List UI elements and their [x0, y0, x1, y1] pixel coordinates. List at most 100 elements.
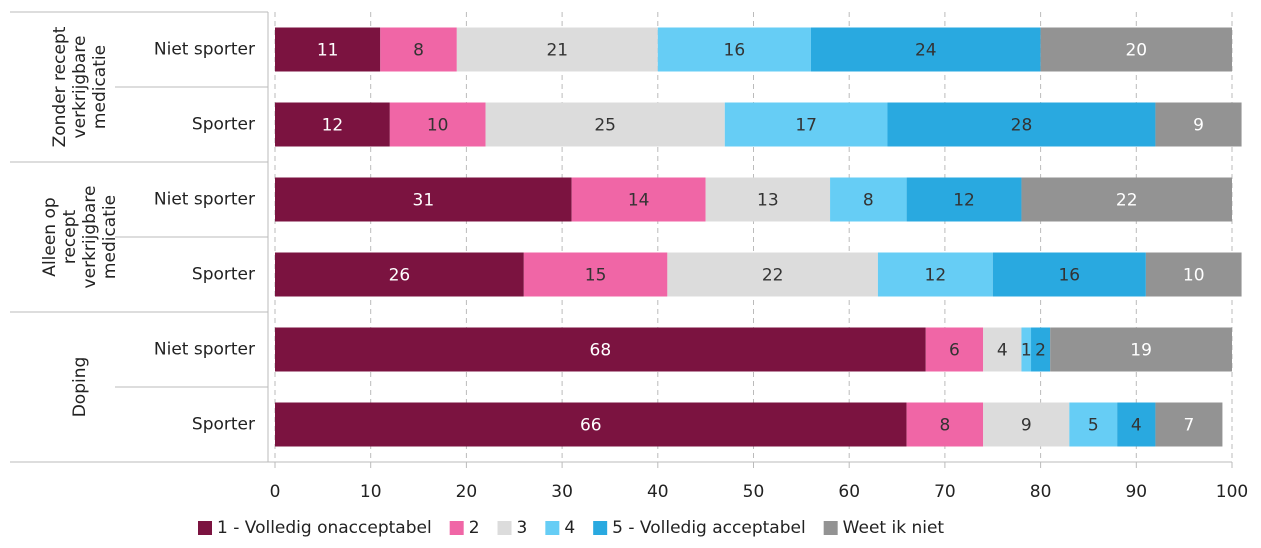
x-tick-label: 30 [551, 482, 573, 502]
data-label: 66 [580, 416, 602, 436]
y-tick-label: Niet sporter [154, 340, 255, 360]
data-label: 16 [724, 41, 746, 61]
legend-label: Weet ik niet [843, 518, 945, 538]
x-tick-label: 80 [1030, 482, 1052, 502]
bar-segment [657, 27, 811, 72]
group-label: Alleen op [40, 197, 60, 276]
data-label: 13 [757, 191, 779, 211]
bar-segment [275, 102, 390, 147]
group-label: medicatie [90, 45, 110, 129]
legend-label: 4 [564, 518, 575, 538]
group-label: recept [60, 210, 80, 265]
data-label: 19 [1130, 341, 1152, 361]
data-label: 31 [413, 191, 435, 211]
legend-label: 1 - Volledig onacceptabel [217, 518, 432, 538]
y-tick-label: Sporter [192, 265, 255, 285]
bar-segment [830, 177, 907, 222]
bar-segment [275, 27, 381, 72]
bar-segment [485, 102, 725, 147]
x-tick-label: 100 [1216, 482, 1248, 502]
bar-segment [380, 27, 457, 72]
y-tick-label: Sporter [192, 115, 255, 135]
x-tick-label: 40 [647, 482, 669, 502]
bar-segment [1021, 327, 1032, 372]
bar-segment [275, 252, 524, 297]
legend-swatch [823, 521, 838, 535]
data-label: 28 [1011, 116, 1033, 136]
x-tick-label: 0 [270, 482, 281, 502]
data-label: 11 [317, 41, 339, 61]
bar-segment [983, 327, 1022, 372]
data-label: 22 [1116, 191, 1138, 211]
x-tick-label: 60 [838, 482, 860, 502]
data-label: 20 [1125, 41, 1147, 61]
data-label: 14 [628, 191, 650, 211]
x-tick-label: 90 [1125, 482, 1147, 502]
bar-segment [1145, 252, 1242, 297]
data-label: 6 [949, 341, 960, 361]
x-tick-label: 70 [934, 482, 956, 502]
data-label: 4 [997, 341, 1008, 361]
data-label: 21 [546, 41, 568, 61]
legend-swatch [198, 521, 212, 535]
bar-segment [1069, 402, 1118, 447]
bar-segment [925, 327, 984, 372]
group-label: Zonder recept [50, 26, 70, 147]
y-tick-label: Sporter [192, 415, 255, 435]
legend-label: 3 [517, 518, 528, 538]
data-label: 10 [427, 116, 449, 136]
bar-segment [724, 102, 888, 147]
data-label: 22 [762, 266, 784, 286]
bar-segment [523, 252, 668, 297]
data-label: 2 [1035, 341, 1046, 361]
group-label: medicatie [100, 195, 120, 279]
bar-segment [906, 177, 1022, 222]
data-label: 25 [594, 116, 616, 136]
data-label: 7 [1184, 416, 1195, 436]
x-tick-label: 10 [360, 482, 382, 502]
bar-segment [1050, 327, 1232, 372]
data-label: 8 [863, 191, 874, 211]
bar-segment [275, 327, 926, 372]
bar-segment [456, 27, 658, 72]
data-label: 8 [413, 41, 424, 61]
data-label: 12 [925, 266, 947, 286]
data-label: 68 [590, 341, 612, 361]
data-label: 15 [585, 266, 607, 286]
group-label: verkrijgbare [80, 186, 100, 289]
bar-segment [906, 402, 984, 447]
data-label: 17 [795, 116, 817, 136]
legend-swatch [593, 521, 608, 535]
legend-label: 2 [469, 518, 480, 538]
bar-segment [1117, 402, 1156, 447]
x-tick-label: 50 [743, 482, 765, 502]
data-label: 9 [1193, 116, 1204, 136]
legend-label: 5 - Volledig acceptabel [612, 518, 806, 538]
data-label: 10 [1183, 266, 1205, 286]
bar-segment [705, 177, 831, 222]
bar-segment [571, 177, 706, 222]
bar-segment [1155, 102, 1242, 147]
group-label: verkrijgbare [70, 36, 90, 139]
data-label: 26 [389, 266, 411, 286]
bar-segment [389, 102, 486, 147]
bar-segment [1155, 402, 1223, 447]
bar-segment [887, 102, 1156, 147]
bar-segment [983, 402, 1070, 447]
y-tick-label: Niet sporter [154, 40, 255, 60]
bar-segment [1031, 327, 1051, 372]
bar-segment [992, 252, 1146, 297]
bar-segment [810, 27, 1041, 72]
bar-segment [275, 402, 907, 447]
data-label: 16 [1058, 266, 1080, 286]
legend-swatch [449, 521, 464, 535]
group-label: Doping [70, 357, 90, 418]
data-label: 12 [322, 116, 344, 136]
data-label: 24 [915, 41, 937, 61]
data-label: 4 [1131, 416, 1142, 436]
y-tick-label: Niet sporter [154, 190, 255, 210]
data-label: 1 [1021, 341, 1032, 361]
legend-swatch [545, 521, 560, 535]
legend-swatch [497, 521, 512, 535]
